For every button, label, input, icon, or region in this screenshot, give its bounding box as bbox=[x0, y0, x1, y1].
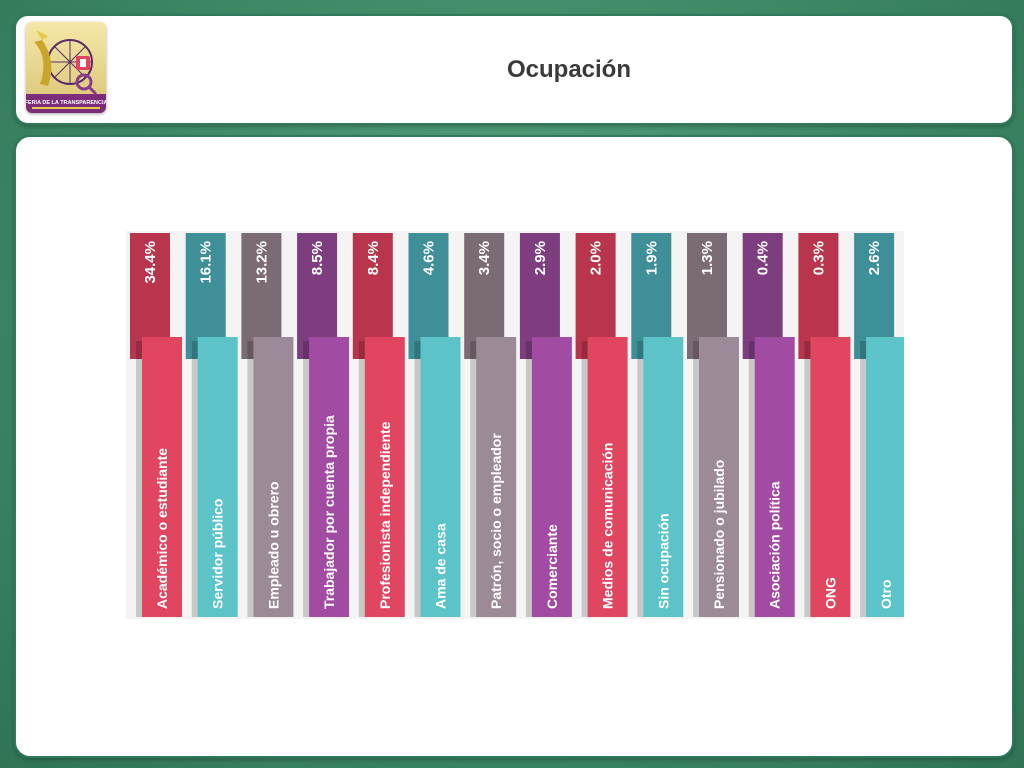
value-label: 1.9% bbox=[643, 241, 660, 275]
value-label: 3.4% bbox=[476, 241, 493, 275]
category-label: Servidor público bbox=[210, 499, 226, 609]
value-label: 2.0% bbox=[588, 241, 605, 275]
bar bbox=[253, 337, 294, 617]
category-label: Sin ocupación bbox=[655, 513, 671, 609]
value-label: 16.1% bbox=[198, 241, 215, 284]
page-title: Ocupación bbox=[506, 56, 632, 83]
category-label: Medios de comunicación bbox=[600, 443, 616, 609]
category-label: Trabajador por cuenta propia bbox=[321, 415, 337, 609]
bar bbox=[866, 337, 904, 617]
category-label: ONG bbox=[822, 577, 838, 609]
bar bbox=[364, 337, 405, 617]
value-label: 34.4% bbox=[142, 241, 159, 284]
category-label: Pensionado o jubilado bbox=[711, 460, 727, 609]
value-label: 2.6% bbox=[866, 241, 883, 275]
bar bbox=[531, 337, 572, 617]
main-panel: 34.4% Académico o estudiante 16.1% Servidor… bbox=[14, 135, 1014, 758]
value-label: 4.6% bbox=[421, 241, 438, 275]
bar bbox=[197, 337, 238, 617]
category-label: Comerciante bbox=[544, 524, 560, 609]
value-label: 2.9% bbox=[532, 241, 549, 275]
value-label: 1.3% bbox=[699, 241, 716, 275]
value-label: 8.4% bbox=[365, 241, 382, 275]
bar bbox=[754, 337, 795, 617]
category-label: Académico o estudiante bbox=[154, 448, 170, 609]
value-label: 0.3% bbox=[810, 241, 827, 275]
bar bbox=[420, 337, 461, 617]
svg-text:FERIA DE LA TRANSPARENCIA: FERIA DE LA TRANSPARENCIA bbox=[26, 100, 106, 106]
category-label: Profesionista independiente bbox=[377, 421, 393, 609]
occupation-bar-chart: 34.4% Académico o estudiante 16.1% Servidor… bbox=[126, 231, 904, 619]
value-label: 0.4% bbox=[755, 241, 772, 275]
category-label: Patrón, socio o empleador bbox=[488, 433, 504, 609]
category-label: Ama de casa bbox=[433, 523, 449, 609]
transparency-fair-logo-icon: FERIA DE LA TRANSPARENCIA bbox=[26, 22, 106, 113]
bar bbox=[810, 337, 851, 617]
category-label: Empleado u obrero bbox=[265, 481, 281, 609]
bar bbox=[142, 337, 182, 617]
value-label: 8.5% bbox=[309, 241, 326, 275]
category-label: Otro bbox=[878, 579, 894, 609]
bar bbox=[699, 337, 739, 617]
bar bbox=[643, 337, 684, 617]
bar bbox=[476, 337, 517, 617]
header-panel: FERIA DE LA TRANSPARENCIA Ocupación bbox=[14, 14, 1014, 125]
bar bbox=[587, 337, 628, 617]
category-label: Asociación política bbox=[767, 481, 783, 609]
value-label: 13.2% bbox=[253, 241, 270, 284]
bar bbox=[309, 337, 350, 617]
